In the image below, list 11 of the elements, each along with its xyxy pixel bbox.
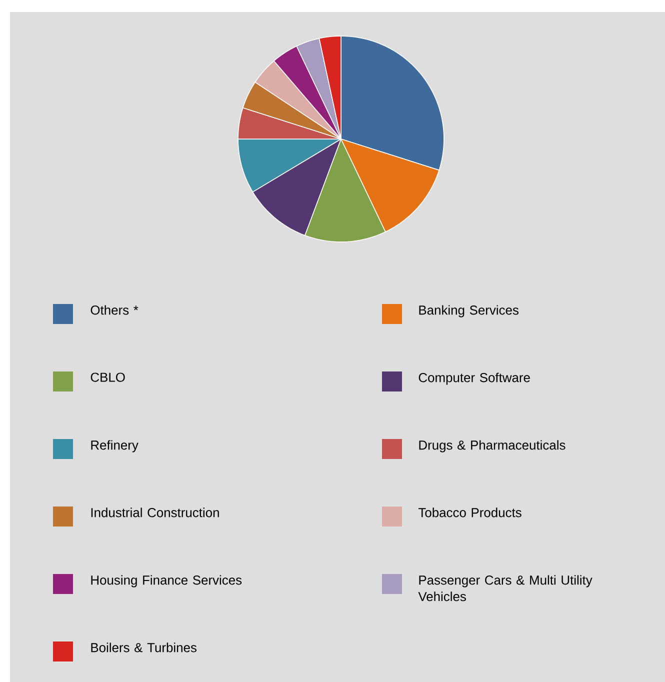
- legend-label: Banking Services: [419, 305, 518, 318]
- legend-label: Boilers & Turbines: [91, 642, 196, 652]
- legend-label: Housing Finance Services: [91, 575, 242, 588]
- legend-label: Refinery: [91, 440, 138, 452]
- legend-label: Computer Software: [418, 372, 530, 385]
- legend-label: CBLO: [90, 372, 125, 382]
- legend-label: Drugs & Pharmaceuticals: [419, 440, 566, 452]
- legend-label: Others *: [90, 305, 138, 315]
- legend-label: Passenger Cars & Multi Utility Vehicles: [418, 575, 592, 602]
- legend-label: Tobacco Products: [418, 508, 522, 518]
- legend-label: Industrial Construction: [91, 508, 219, 518]
